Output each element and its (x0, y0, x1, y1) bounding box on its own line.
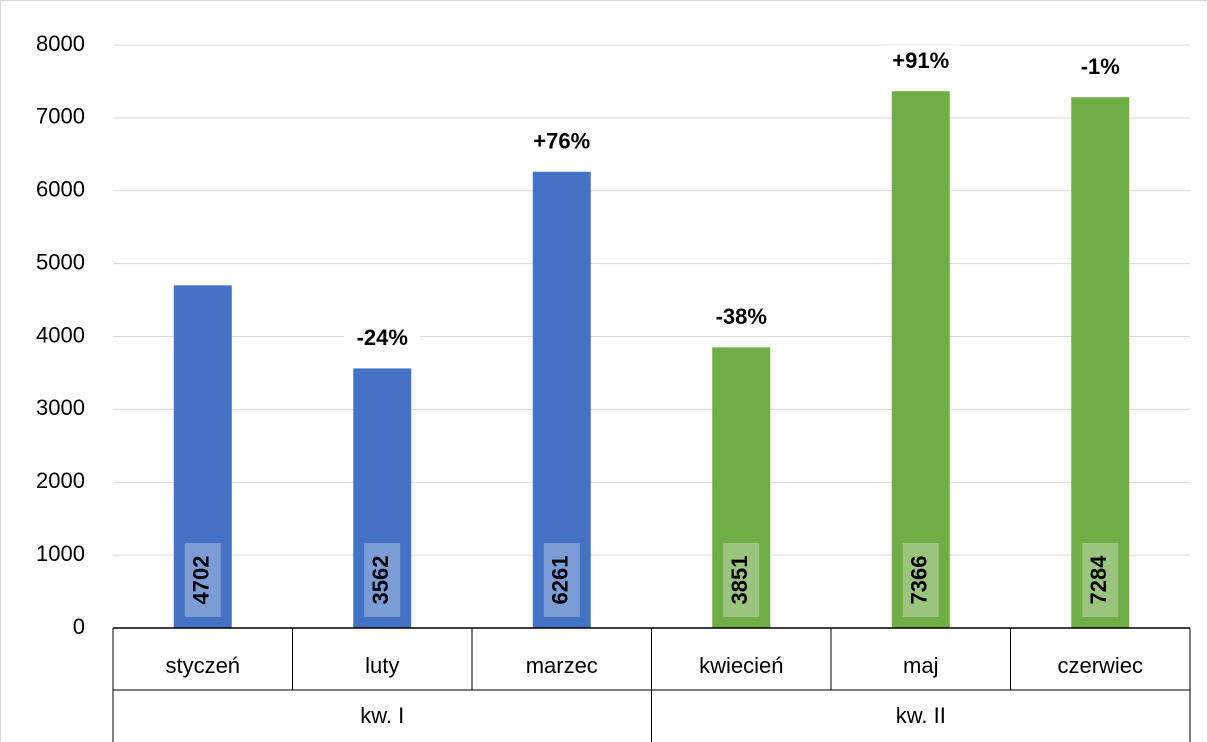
y-tick-label: 8000 (36, 31, 85, 56)
change-label: -1% (1081, 54, 1120, 79)
value-label: 7284 (1086, 555, 1111, 605)
value-label-box (902, 543, 939, 617)
y-tick-label: 3000 (36, 395, 85, 420)
value-label-box (543, 543, 580, 617)
change-label-box (703, 301, 780, 334)
y-tick-label: 1000 (36, 541, 85, 566)
x-tick-label: czerwiec (1057, 653, 1143, 678)
value-label-box (723, 543, 760, 617)
y-tick-label: 7000 (36, 104, 85, 129)
value-label: 3562 (368, 556, 393, 605)
value-label: 4702 (189, 556, 214, 605)
x-tick-label: luty (365, 653, 399, 678)
value-label-box (1082, 543, 1119, 617)
change-label: -38% (716, 304, 767, 329)
change-label-box (344, 322, 421, 355)
change-label: +76% (533, 129, 590, 154)
x-tick-label: kwiecień (699, 653, 783, 678)
change-label-box (882, 45, 959, 78)
change-label: +91% (892, 48, 949, 73)
bar (173, 285, 232, 628)
change-label-box (523, 125, 600, 158)
value-label-box (184, 543, 221, 617)
bar (532, 171, 591, 629)
change-label-box (1062, 51, 1139, 84)
value-label: 6261 (548, 556, 573, 605)
bar (1071, 97, 1130, 629)
y-tick-label: 6000 (36, 177, 85, 202)
y-tick-label: 2000 (36, 468, 85, 493)
x-tick-label: marzec (526, 653, 598, 678)
y-tick-label: 5000 (36, 249, 85, 274)
value-label: 7366 (907, 556, 932, 605)
bar (353, 368, 412, 628)
group-label: kw. II (896, 703, 946, 728)
bar (891, 91, 950, 628)
bar (712, 347, 771, 628)
value-label: 3851 (727, 556, 752, 605)
x-tick-label: maj (903, 653, 938, 678)
y-tick-label: 4000 (36, 322, 85, 347)
group-label: kw. I (360, 703, 404, 728)
value-label-box (364, 543, 401, 617)
x-tick-label: styczeń (165, 653, 240, 678)
y-tick-label: 0 (73, 614, 85, 639)
change-label: -24% (357, 325, 408, 350)
